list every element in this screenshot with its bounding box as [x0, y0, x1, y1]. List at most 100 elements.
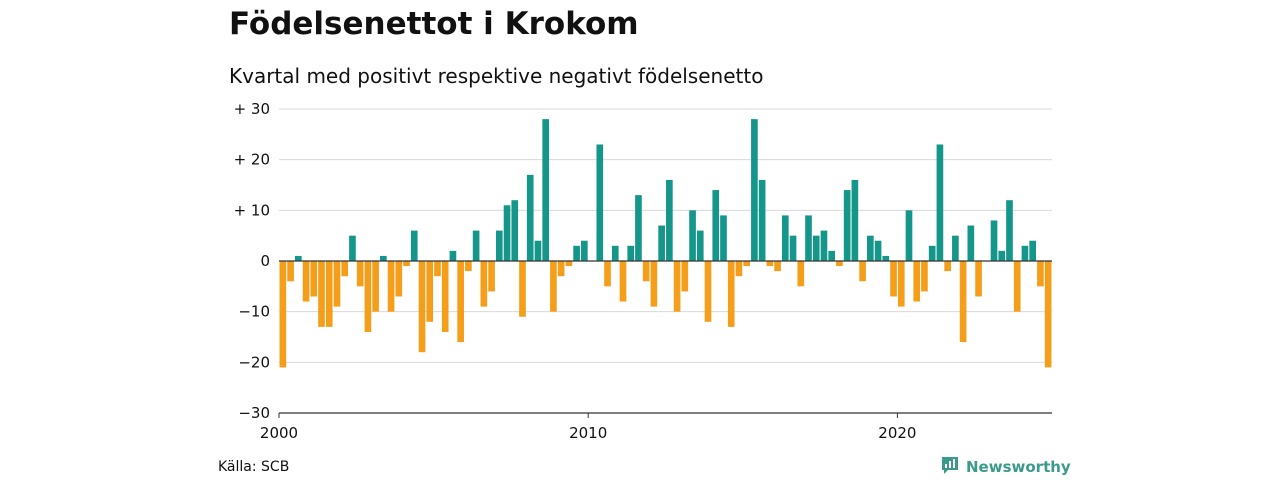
bar-positive — [511, 200, 519, 261]
bar-negative — [735, 261, 743, 277]
bar-positive — [874, 240, 882, 261]
bar-positive — [828, 250, 836, 261]
x-tick-label: 2010 — [569, 424, 607, 442]
bar-negative — [619, 261, 627, 302]
bar-positive — [581, 240, 588, 261]
bar-negative — [434, 261, 441, 277]
bar-positive — [998, 250, 1006, 261]
x-tick-label: 2020 — [878, 424, 916, 442]
bar-positive — [781, 215, 789, 261]
bar-negative — [372, 261, 379, 312]
bar-negative — [302, 261, 310, 302]
bar-negative — [1037, 261, 1044, 287]
bar-negative — [356, 261, 364, 287]
bar-negative — [557, 261, 565, 277]
bar-negative — [333, 261, 341, 307]
bar-negative — [287, 261, 294, 282]
bar-negative — [836, 261, 843, 267]
bar-positive — [472, 230, 480, 261]
bar-positive — [720, 215, 727, 261]
bar-positive — [503, 205, 511, 261]
bar-positive — [936, 144, 944, 261]
bar-negative — [364, 261, 372, 332]
bar-positive — [758, 179, 766, 261]
axes: + 30 + 20 + 10 0 −10 −20 −30 2000 2010 2020 — [234, 100, 1052, 442]
bar-positive — [534, 240, 542, 261]
bar-negative — [550, 261, 557, 312]
bar-positive — [751, 119, 758, 261]
bar-negative — [727, 261, 735, 327]
bar-negative — [890, 261, 897, 297]
bar-positive — [843, 190, 851, 261]
bar-positive — [635, 195, 642, 261]
bar-positive — [1029, 240, 1036, 261]
y-tick-label: −10 — [238, 303, 270, 321]
bar-negative — [859, 261, 866, 282]
x-tick-label: 2000 — [260, 424, 298, 442]
bar-positive — [805, 215, 812, 261]
bar-positive — [410, 230, 418, 261]
bar-positive — [851, 179, 859, 261]
bar-negative — [488, 261, 495, 292]
bar-positive — [380, 255, 387, 261]
bar-positive — [689, 210, 696, 261]
bar-negative — [766, 261, 774, 267]
bar-negative — [797, 261, 805, 287]
bar-positive — [812, 235, 820, 261]
y-tick-label: −30 — [238, 404, 270, 422]
bar-negative — [441, 261, 449, 332]
bar-negative — [310, 261, 318, 297]
bar-positive — [905, 210, 913, 261]
bar-negative — [519, 261, 526, 317]
bar-negative — [418, 261, 426, 353]
bar-positive — [882, 255, 890, 261]
bar-negative — [650, 261, 658, 307]
bar-negative — [318, 261, 325, 327]
bar-positive — [542, 119, 550, 261]
bar-positive — [349, 235, 356, 261]
bar-negative — [897, 261, 905, 307]
y-tick-label: 0 — [260, 252, 270, 270]
bar-positive — [928, 245, 936, 261]
bar-negative — [341, 261, 349, 277]
bar-positive — [712, 190, 720, 261]
chart-title: Födelsenettot i Krokom — [229, 6, 639, 42]
y-tick-label: + 10 — [234, 201, 270, 219]
y-tick-label: + 30 — [234, 100, 270, 118]
brand-logo[interactable]: Newsworthy — [940, 456, 1071, 478]
bar-positive — [627, 245, 635, 261]
brand-name: Newsworthy — [966, 458, 1071, 476]
bar-negative — [565, 261, 573, 267]
bar-positive — [696, 230, 704, 261]
y-tick-label: −20 — [238, 353, 270, 371]
bar-positive — [867, 235, 874, 261]
bar-positive — [495, 230, 503, 261]
bar-positive — [967, 225, 975, 261]
bar-positive — [658, 225, 665, 261]
bar-negative — [480, 261, 488, 307]
bar-negative — [426, 261, 434, 322]
chart-subtitle: Kvartal med positivt respektive negativt… — [229, 64, 764, 88]
bar-negative — [975, 261, 982, 297]
bar-positive — [596, 144, 604, 261]
bar-negative — [944, 261, 951, 272]
bar-positive — [666, 179, 673, 261]
bar-negative — [403, 261, 410, 267]
bar-positive — [990, 220, 998, 261]
bar-positive — [526, 174, 534, 261]
bar-negative — [921, 261, 928, 292]
bar-negative — [279, 261, 287, 368]
bar-negative — [457, 261, 464, 343]
bar-positive — [1006, 200, 1013, 261]
source-label: Källa: SCB — [218, 459, 290, 475]
bars — [279, 119, 1052, 368]
y-tick-label: + 20 — [234, 151, 270, 169]
bar-negative — [395, 261, 403, 297]
bar-positive — [449, 250, 457, 261]
bar-negative — [673, 261, 681, 312]
bar-positive — [611, 245, 619, 261]
bar-positive — [952, 235, 959, 261]
newsworthy-logo-icon — [940, 455, 960, 479]
bar-negative — [465, 261, 472, 272]
